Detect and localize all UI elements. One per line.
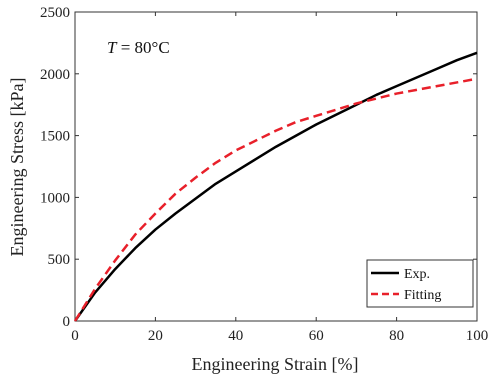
y-tick-label: 2500 [40,5,70,21]
legend-label: Fitting [404,288,441,303]
temperature-annotation: T = 80°C [107,38,170,57]
temperature-value: = 80°C [116,38,169,57]
y-tick-label: 1000 [40,190,70,206]
series-line-fitting [73,77,478,322]
x-tick-label: 0 [71,328,79,344]
x-tick-label: 20 [148,328,163,344]
y-tick-label: 0 [63,314,71,330]
x-axis-label: Engineering Strain [%] [192,354,359,374]
x-tick-label: 100 [466,328,489,344]
y-tick-label: 500 [48,252,71,268]
axes-box [74,11,478,322]
temperature-symbol: T [107,38,118,57]
y-axis-label: Engineering Stress [kPa] [7,78,27,257]
x-tick-label: 40 [228,328,243,344]
legend-label: Exp. [404,267,430,282]
legend: Exp. Fitting [366,259,474,308]
series-line-exp [73,51,478,322]
x-tick-label: 60 [309,328,324,344]
x-tick-label: 80 [389,328,404,344]
legend-box [366,259,474,308]
y-tick-label: 2000 [40,67,70,83]
y-tick-label: 1500 [40,129,70,145]
